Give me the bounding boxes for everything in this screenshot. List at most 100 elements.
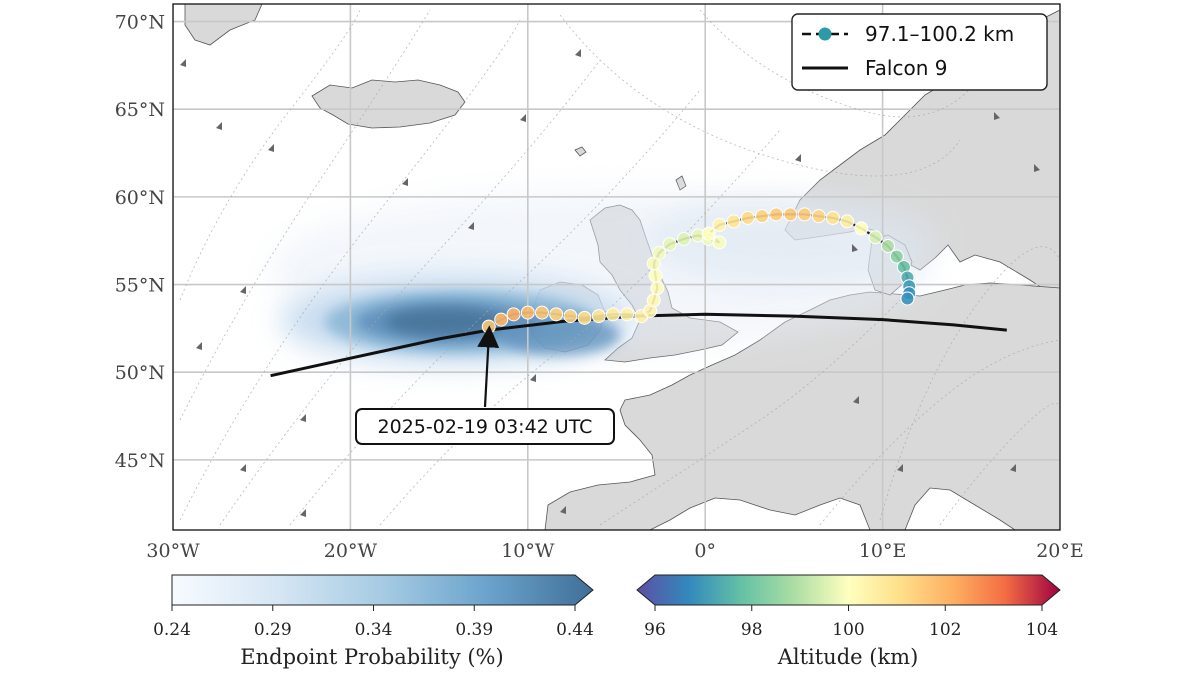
endpoint-point: [577, 310, 592, 325]
lon-tick-label: 10°E: [859, 540, 907, 562]
arrow: [1010, 464, 1016, 472]
endpoint-point: [534, 305, 549, 320]
endpoint-point: [481, 319, 496, 334]
map-frame: [172, 3, 1061, 531]
endpoint-point: [506, 307, 521, 322]
streamline: [179, 7, 361, 301]
arrow: [180, 59, 186, 67]
annotation: 2025-02-19 03:42 UTC: [355, 325, 615, 445]
legend-marker-endpoint: [818, 27, 832, 41]
lat-tick-label: 55°N: [115, 275, 165, 297]
arrow: [994, 112, 1000, 120]
colorbar-tick-label: 0.34: [355, 620, 393, 640]
arrow: [575, 49, 581, 57]
endpoint-point: [676, 231, 691, 246]
lat-tick-label: 65°N: [115, 99, 165, 121]
lat-tick-label: 70°N: [115, 12, 165, 34]
endpoint-point: [889, 249, 904, 264]
endpoint-track-points: [481, 207, 917, 334]
colorbar-probability-label: Endpoint Probability (%): [240, 645, 503, 669]
colorbar-tick-label: 100: [832, 620, 864, 640]
colorbar-tick-label: 102: [929, 620, 961, 640]
arrow: [853, 396, 859, 404]
endpoint-point: [880, 238, 895, 253]
endpoint-point: [797, 207, 812, 222]
arrow: [530, 374, 536, 382]
arrow: [795, 154, 801, 162]
streamline: [699, 9, 1001, 118]
endpoint-point: [754, 209, 769, 224]
lat-tick-label: 60°N: [115, 187, 165, 209]
endpoint-point: [825, 210, 840, 225]
streamline: [179, 9, 431, 421]
arrow: [560, 506, 566, 514]
lat-tick-label: 50°N: [115, 362, 165, 384]
faroe-islands: [574, 146, 587, 157]
legend-label-endpoint: 97.1–100.2 km: [865, 22, 1014, 46]
arrow: [520, 114, 526, 122]
endpoint-point: [726, 214, 741, 229]
endpoint-point: [605, 307, 620, 322]
arrow: [240, 286, 246, 294]
lat-tick-label: 45°N: [115, 450, 165, 472]
endpoint-point: [769, 207, 784, 222]
streamline: [379, 129, 781, 526]
legend: 97.1–100.2 km Falcon 9: [791, 13, 1048, 91]
endpoint-point: [811, 209, 826, 224]
endpoint-point: [563, 309, 578, 324]
endpoint-point: [783, 207, 798, 222]
endpoint-point: [620, 307, 635, 322]
lon-tick-label: 20°E: [1036, 540, 1084, 562]
endpoint-point: [900, 291, 915, 306]
streamline: [559, 14, 961, 177]
arrow: [300, 414, 306, 422]
endpoint-point: [701, 226, 716, 241]
legend-box: [791, 13, 1048, 91]
colorbar-probability-ticks: 0.24 0.29 0.34 0.39 0.44: [153, 605, 594, 640]
arrow: [268, 144, 274, 152]
streamline: [599, 299, 901, 526]
colorbar-altitude: 96 98 100 102 104 Altitude (km): [636, 574, 1061, 669]
endpoint-point: [740, 210, 755, 225]
streamline: [879, 246, 1060, 521]
arrow: [402, 178, 408, 186]
colorbar-tick-label: 98: [741, 620, 763, 640]
colorbar-tick-label: 0.44: [556, 620, 594, 640]
colorbar-altitude-bar: [636, 574, 1061, 606]
arrow: [852, 244, 858, 252]
arrow: [196, 342, 202, 350]
colorbar-tick-label: 104: [1026, 620, 1058, 640]
endpoint-point: [712, 217, 727, 232]
endpoint-point: [868, 230, 883, 245]
colorbar-probability-bar: [171, 574, 594, 606]
endpoint-point: [854, 221, 869, 236]
colorbar-tick-label: 0.24: [153, 620, 191, 640]
endpoint-point: [520, 305, 535, 320]
streamlines: [179, 7, 1060, 526]
arrow: [216, 122, 222, 130]
lon-tick-label: 20°W: [324, 540, 378, 562]
colorbar-probability: 0.24 0.29 0.34 0.39 0.44 Endpoint Probabilit…: [153, 574, 594, 669]
endpoint-point: [549, 307, 564, 322]
endpoint-point: [662, 237, 677, 252]
endpoint-point: [650, 281, 665, 296]
endpoint-point: [648, 268, 663, 283]
endpoint-point: [712, 235, 727, 250]
arrow: [300, 509, 306, 517]
colorbar-tick-label: 0.29: [254, 620, 292, 640]
longitude-labels: 30°W 20°W 10°W 0° 10°E 20°E: [146, 540, 1083, 562]
lon-tick-label: 30°W: [146, 540, 200, 562]
latitude-labels: 45°N 50°N 55°N 60°N 65°N 70°N: [115, 12, 165, 472]
arrow: [897, 464, 903, 472]
map-area: [173, 4, 1060, 530]
arrow: [1034, 164, 1040, 172]
greenland: [184, 4, 263, 46]
endpoint-point: [494, 312, 509, 327]
lon-tick-label: 0°: [694, 540, 716, 562]
legend-label-falcon9: Falcon 9: [865, 56, 947, 80]
shetland: [675, 175, 687, 191]
colorbar-tick-label: 96: [644, 620, 666, 640]
arrow: [468, 222, 474, 230]
